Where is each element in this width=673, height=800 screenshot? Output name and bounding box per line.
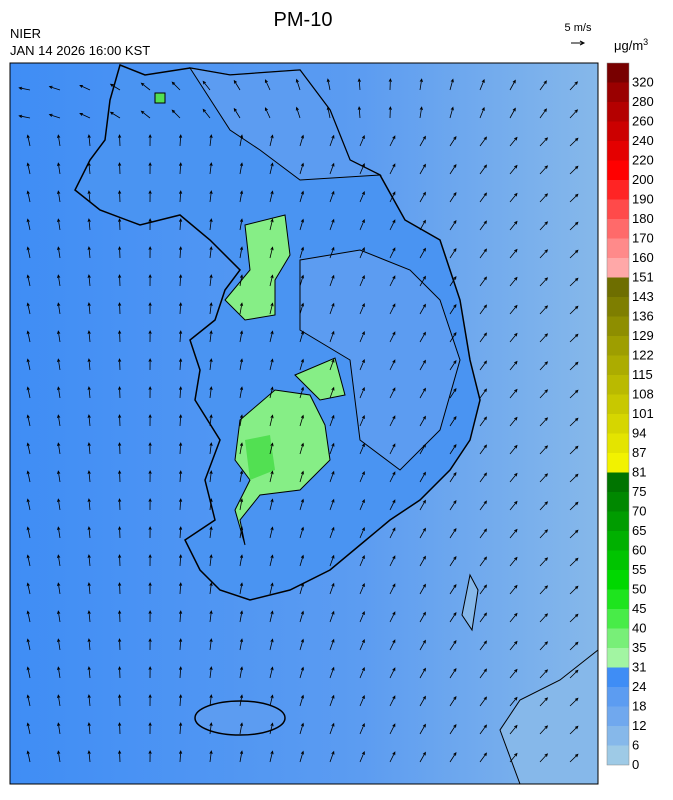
colorbar-label: 190	[632, 192, 654, 207]
colorbar-box	[607, 453, 629, 473]
colorbar-box	[607, 82, 629, 102]
colorbar-label: 70	[632, 504, 646, 519]
unit: μg/m3	[614, 37, 648, 53]
colorbar-label: 151	[632, 270, 654, 285]
colorbar-label: 75	[632, 484, 646, 499]
colorbar-label: 65	[632, 523, 646, 538]
colorbar-box	[607, 511, 629, 531]
colorbar-box	[607, 219, 629, 239]
colorbar-label: 136	[632, 309, 654, 324]
unit-sup: 3	[643, 37, 648, 47]
colorbar-label: 31	[632, 660, 646, 675]
colorbar-box	[607, 589, 629, 609]
colorbar-box	[607, 394, 629, 414]
colorbar-label: 180	[632, 211, 654, 226]
colorbar-label: 45	[632, 601, 646, 616]
colorbar-label: 24	[632, 679, 646, 694]
colorbar-box	[607, 433, 629, 453]
colorbar-box	[607, 472, 629, 492]
colorbar-box	[607, 550, 629, 570]
map	[9, 62, 599, 785]
wind-scale-arrow	[571, 40, 586, 46]
colorbar-label: 115	[632, 367, 653, 382]
colorbar-label: 240	[632, 133, 654, 148]
colorbar-label: 87	[632, 445, 646, 460]
colorbar-label: 101	[632, 406, 654, 421]
colorbar-box	[607, 258, 629, 278]
title: PM-10	[274, 9, 333, 31]
colorbar-box	[607, 745, 629, 765]
colorbar-label: 40	[632, 621, 646, 636]
colorbar-label: 55	[632, 562, 646, 577]
colorbar-box	[607, 102, 629, 122]
colorbar-label: 160	[632, 250, 654, 265]
unit-text: μg/m	[614, 38, 643, 53]
colorbar-box	[607, 160, 629, 180]
colorbar: 0 6 12 18 24 31 35 40 45 50 55 60 65 70 75 81 87 94 101 108…	[606, 62, 654, 772]
colorbar-box	[607, 726, 629, 746]
colorbar-box	[607, 706, 629, 726]
agency: NIER	[10, 26, 41, 41]
colorbar-box	[607, 355, 629, 375]
colorbar-box	[607, 297, 629, 317]
colorbar-label: 122	[632, 348, 654, 363]
colorbar-box	[607, 687, 629, 707]
colorbar-label: 220	[632, 153, 654, 168]
colorbar-label: 280	[632, 94, 654, 109]
wind-scale-label: 5 m/s	[565, 22, 592, 34]
colorbar-label: 170	[632, 231, 654, 246]
colorbar-label: 60	[632, 543, 646, 558]
colorbar-box	[607, 667, 629, 687]
colorbar-box	[607, 375, 629, 395]
colorbar-label: 18	[632, 699, 646, 714]
colorbar-box	[607, 570, 629, 590]
colorbar-box	[607, 238, 629, 258]
colorbar-box	[607, 121, 629, 141]
colorbar-box	[607, 628, 629, 648]
colorbar-label: 81	[632, 465, 646, 480]
colorbar-label: 108	[632, 387, 654, 402]
colorbar-box	[607, 316, 629, 336]
colorbar-label: 94	[632, 426, 646, 441]
colorbar-label: 200	[632, 172, 654, 187]
colorbar-box	[607, 336, 629, 356]
colorbar-frame	[606, 62, 630, 766]
wind-vectors	[18, 78, 579, 763]
colorbar-box	[607, 141, 629, 161]
colorbar-box	[607, 277, 629, 297]
colorbar-label: 260	[632, 114, 654, 129]
colorbar-label: 12	[632, 718, 646, 733]
colorbar-label: 143	[632, 289, 654, 304]
colorbar-box	[607, 492, 629, 512]
colorbar-box	[607, 648, 629, 668]
colorbar-box	[607, 609, 629, 629]
colorbar-label: 50	[632, 582, 646, 597]
colorbar-label: 129	[632, 328, 654, 343]
colorbar-box	[607, 180, 629, 200]
colorbar-box	[607, 414, 629, 434]
colorbar-label: 35	[632, 640, 646, 655]
colorbar-label: 320	[632, 75, 654, 90]
colorbar-label: 0	[632, 757, 639, 772]
colorbar-box	[607, 199, 629, 219]
colorbar-box	[607, 63, 629, 83]
colorbar-label: 6	[632, 738, 639, 753]
colorbar-box	[607, 531, 629, 551]
datetime: JAN 14 2026 16:00 KST	[10, 43, 150, 58]
